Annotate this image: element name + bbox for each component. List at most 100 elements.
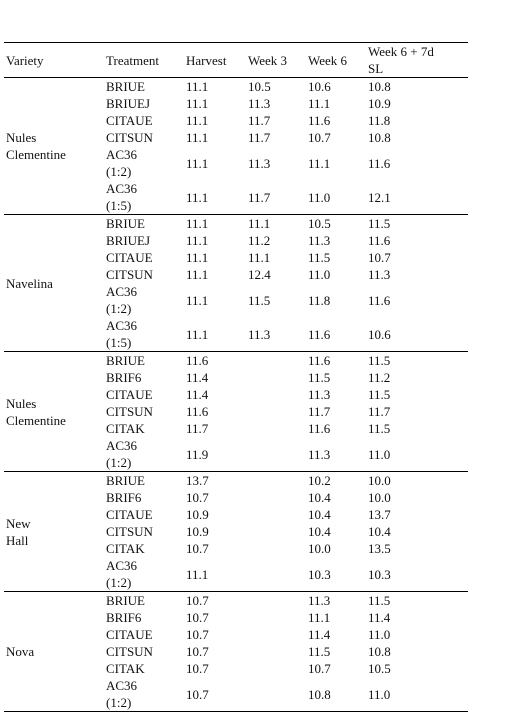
value-cell-text: 10.7 [186,490,209,505]
treatment-cell-text: BRIUE [106,216,145,231]
value-cell-text: 11.1 [186,113,209,128]
value-cell-text: 13.5 [368,541,391,556]
value-cell: 12.1 [366,180,468,215]
treatment-cell: CITSUN [104,643,184,660]
treatment-cell-text: CITSUN [106,130,153,145]
value-cell: 10.7 [184,643,246,660]
value-cell-text: 10.9 [368,96,391,111]
variety-cell-text: New Hall [6,515,31,548]
value-cell: 10.7 [306,660,366,677]
column-header: Variety [4,43,104,78]
value-cell: 10.4 [306,506,366,523]
variety-cell: New Hall [4,472,104,592]
value-cell-text: 11.1 [308,96,331,111]
empty-cell [246,352,306,370]
value-cell-text: 11.1 [248,216,271,231]
treatment-cell: AC36 (1:2) [104,677,184,712]
column-header: Treatment [104,43,184,78]
value-cell: 11.6 [306,112,366,129]
column-header: Week 3 [246,43,306,78]
variety-cell-text: Nules Clementine [6,395,66,428]
empty-cell [246,420,306,437]
value-cell-text: 10.5 [368,661,391,676]
value-cell-text: 11.8 [368,113,391,128]
value-cell-text: 11.1 [186,79,209,94]
value-cell-text: 11.3 [308,387,331,402]
value-cell: 10.3 [366,557,468,592]
treatment-cell: CITAUE [104,506,184,523]
value-cell: 11.2 [246,232,306,249]
treatment-cell: CITAUE [104,626,184,643]
value-cell: 11.3 [366,266,468,283]
value-cell-text: 11.3 [308,233,331,248]
table-row: CITAUE 11.1 11.1 11.5 10.7 [4,249,468,266]
table-row: Nules Clementine BRIUE 11.1 10.5 10.6 10.8 [4,78,468,162]
value-cell-text: 11.0 [308,267,331,282]
header-row: Variety Treatment Harvest Week 3 Week 6 Week … [4,42,468,78]
value-cell: 11.9 [184,437,246,472]
treatment-cell: BRIF6 [104,369,184,386]
empty-cell [246,660,306,677]
table-row: CITAK 11.7 11.6 11.5 [4,420,468,437]
value-cell: 11.4 [306,626,366,643]
table-row: CITSUN 10.7 11.5 10.8 [4,643,468,660]
table-row: CITAUE 10.9 10.4 13.7 [4,506,468,523]
table-row: CITAK 10.7 10.7 10.5 [4,660,468,677]
value-cell-text: 11.1 [186,155,209,171]
value-cell-text: 10.7 [186,686,209,702]
value-cell: 10.2 [306,472,366,490]
column-header: Week 6 [306,43,366,78]
table-row: New Hall BRIUE 13.7 10.2 10.0 [4,472,468,548]
table-row: AC36 (1:5) 11.1 11.3 11.6 10.6 [4,317,468,352]
value-cell-text: 11.4 [186,370,209,385]
value-cell-text: 11.5 [308,644,331,659]
empty-cell [246,540,306,557]
value-cell-text: 10.5 [308,216,331,231]
value-cell: 11.8 [306,283,366,317]
table-row: BRIF6 11.4 11.5 11.2 [4,369,468,386]
value-cell: 10.0 [366,472,468,490]
value-cell: 11.1 [184,112,246,129]
value-cell-text: 10.3 [308,566,331,582]
value-cell-text: 10.7 [186,644,209,659]
value-cell: 13.7 [366,506,468,523]
treatment-cell: CITAUE [104,249,184,266]
value-cell: 10.8 [306,677,366,712]
value-cell: 10.7 [184,540,246,557]
value-cell-text: 11.1 [186,216,209,231]
value-cell: 11.7 [246,112,306,129]
treatment-cell-text: BRIUE [106,353,145,368]
treatment-cell: BRIUE [104,215,184,233]
value-cell-text: 11.1 [308,155,331,171]
treatment-cell: CITAK [104,540,184,557]
value-cell: 11.1 [306,95,366,112]
value-cell-text: 10.8 [308,686,331,702]
value-cell: 10.7 [184,609,246,626]
treatment-cell: CITAK [104,420,184,437]
value-cell-text: 11.0 [308,189,331,205]
treatment-cell: CITSUN [104,129,184,146]
empty-cell [246,643,306,660]
value-cell: 10.8 [366,129,468,146]
value-cell-text: 11.8 [308,292,331,308]
value-cell: 11.3 [306,386,366,403]
table-row: BRIF6 10.7 10.4 10.0 [4,489,468,506]
treatment-cell: CITAK [104,660,184,677]
treatment-cell: CITSUN [104,266,184,283]
table-row: CITSUN 11.1 11.7 10.7 10.8 [4,129,468,146]
value-cell-text: 11.3 [248,155,271,171]
value-cell-text: 11.1 [186,566,209,582]
value-cell-text: 10.4 [308,507,331,522]
value-cell-text: 11.6 [308,326,331,342]
empty-cell [246,592,306,610]
value-cell-text: 11.5 [368,593,391,608]
column-header: Week 6 + 7d SL [366,43,468,78]
value-cell-text: 10.2 [308,473,331,488]
variety-cell-text: Nules Clementine [6,130,66,162]
value-cell: 11.1 [184,146,246,180]
value-cell: 11.3 [246,95,306,112]
value-cell: 11.5 [306,249,366,266]
treatment-cell-text: CITSUN [106,404,153,419]
column-header: Harvest [184,43,246,78]
table-row: BRIUEJ 11.1 11.3 11.1 10.9 [4,95,468,112]
